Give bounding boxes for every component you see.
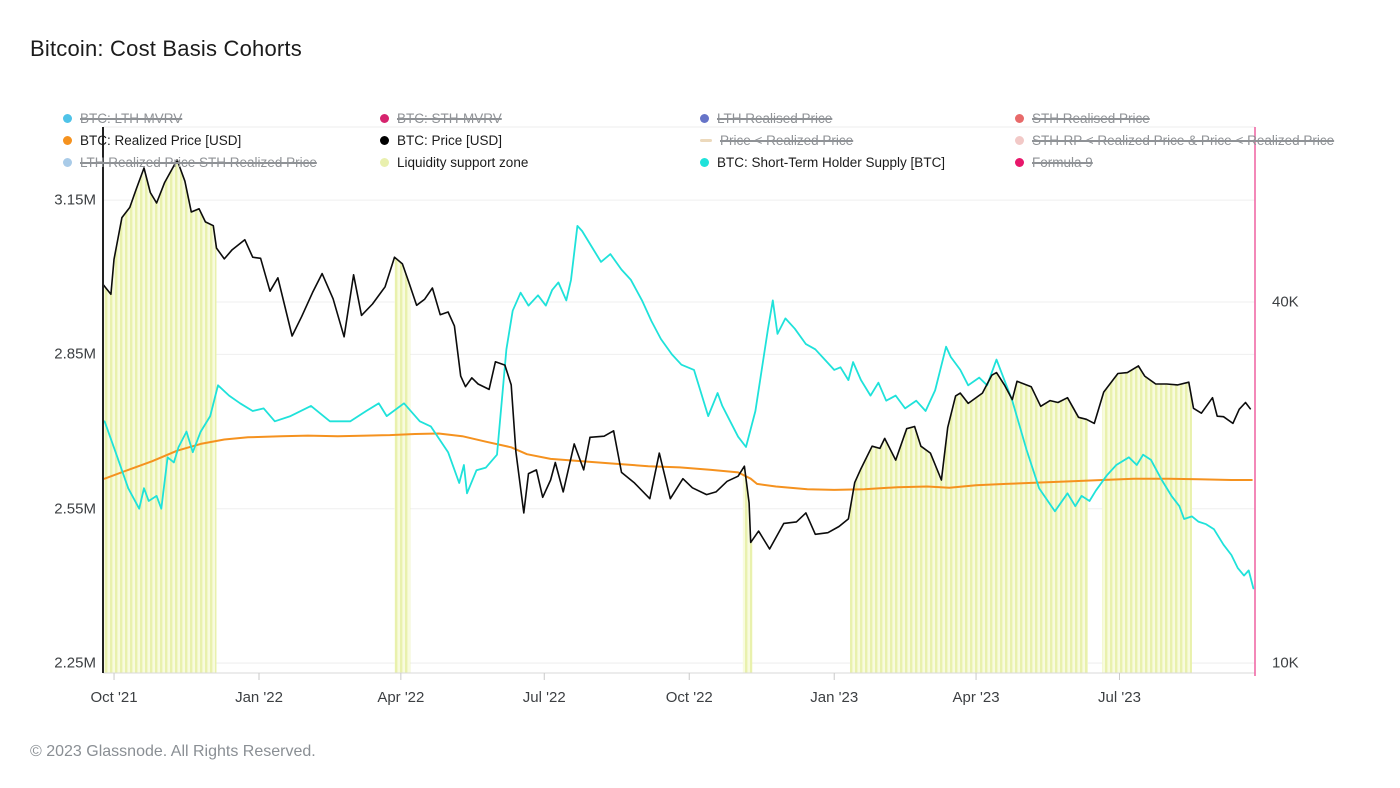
legend-item-btc-short-term-holder-supply-btc-[interactable]: BTC: Short-Term Holder Supply [BTC] [700, 152, 945, 172]
y-left-tick-label-3: 2.25M [54, 654, 96, 672]
legend-item-label: STH Realised Price [1032, 110, 1150, 126]
legend-item-label: STH-RP < Realized Price & Price < Realiz… [1032, 132, 1335, 148]
legend-marker-icon [1015, 113, 1024, 123]
liquidity-zone-0 [103, 159, 217, 673]
series-line-btc-price-usd- [102, 159, 1252, 550]
x-tick-label-2: Apr '22 [377, 689, 425, 706]
series-line-btc-realized-price-usd- [103, 432, 1253, 491]
series-line-btc-short-term-holder-supply-btc- [103, 224, 1255, 590]
legend-item-btc-sth-mvrv[interactable]: BTC: STH-MVRV [380, 108, 502, 128]
legend-item-price-realized-price[interactable]: Price < Realized Price [700, 130, 853, 150]
y-left-tick-label-2: 2.55M [54, 500, 96, 518]
y-right-tick-label-1: 10K [1272, 654, 1299, 672]
legend-item-label: Price < Realized Price [720, 132, 854, 148]
legend-marker-icon [700, 113, 709, 123]
page-title: Bitcoin: Cost Basis Cohorts [30, 36, 302, 61]
plot-area[interactable] [103, 127, 1255, 673]
y-right-tick-label-0: 40K [1272, 293, 1299, 311]
legend-item-label: BTC: Price [USD] [397, 132, 503, 148]
x-tick-label-1: Jan '22 [235, 689, 283, 706]
legend-marker-icon [1015, 135, 1024, 145]
legend-item-label: LTH Realized Price STH Realized Price [80, 154, 317, 170]
legend-marker-icon [63, 113, 72, 123]
legend-marker-icon [700, 157, 709, 167]
legend-item-label: LTH Realised Price [717, 110, 833, 126]
x-tick-label-7: Jul '23 [1098, 689, 1141, 706]
legend-item-label: BTC: LTH-MVRV [80, 110, 183, 126]
legend-item-label: Liquidity support zone [397, 154, 529, 170]
legend-item-formula-9[interactable]: Formula 9 [1015, 152, 1093, 172]
legend-item-liquidity-support-zone[interactable]: Liquidity support zone [380, 152, 528, 172]
legend-item-sth-rp-realized-price-price-realized-price[interactable]: STH-RP < Realized Price & Price < Realiz… [1015, 130, 1334, 150]
y-left-tick-label-1: 2.85M [54, 345, 96, 363]
copyright: © 2023 Glassnode. All Rights Reserved. [30, 743, 316, 760]
liquidity-zone-1 [394, 159, 411, 673]
legend-item-lth-realised-price[interactable]: LTH Realised Price [700, 108, 832, 128]
x-tick-label-0: Oct '21 [90, 689, 138, 706]
legend-marker-icon [380, 157, 389, 167]
legend-marker-icon [380, 113, 389, 123]
x-tick-label-5: Jan '23 [810, 689, 859, 706]
x-tick-label-3: Jul '22 [522, 689, 566, 706]
legend-item-label: Formula 9 [1032, 154, 1093, 170]
y-left-tick-label-0: 3.15M [54, 191, 96, 209]
legend-marker-icon [700, 138, 712, 142]
legend-item-btc-realized-price-usd-[interactable]: BTC: Realized Price [USD] [63, 130, 241, 150]
x-tick-label-4: Oct '22 [665, 689, 713, 706]
legend-item-btc-lth-mvrv[interactable]: BTC: LTH-MVRV [63, 108, 182, 128]
legend-item-label: BTC: Realized Price [USD] [80, 132, 242, 148]
legend-marker-icon [63, 135, 72, 145]
legend-item-label: BTC: STH-MVRV [397, 110, 502, 126]
x-tick-label-6: Apr '23 [952, 689, 1000, 706]
legend-marker-icon [1015, 157, 1024, 167]
legend-item-sth-realised-price[interactable]: STH Realised Price [1015, 108, 1150, 128]
legend-marker-icon [380, 135, 389, 145]
legend-marker-icon [63, 157, 72, 167]
legend-item-label: BTC: Short-Term Holder Supply [BTC] [717, 154, 946, 170]
legend-item-lth-realized-price-sth-realized-price[interactable]: LTH Realized Price STH Realized Price [63, 152, 317, 172]
legend-item-btc-price-usd-[interactable]: BTC: Price [USD] [380, 130, 502, 150]
